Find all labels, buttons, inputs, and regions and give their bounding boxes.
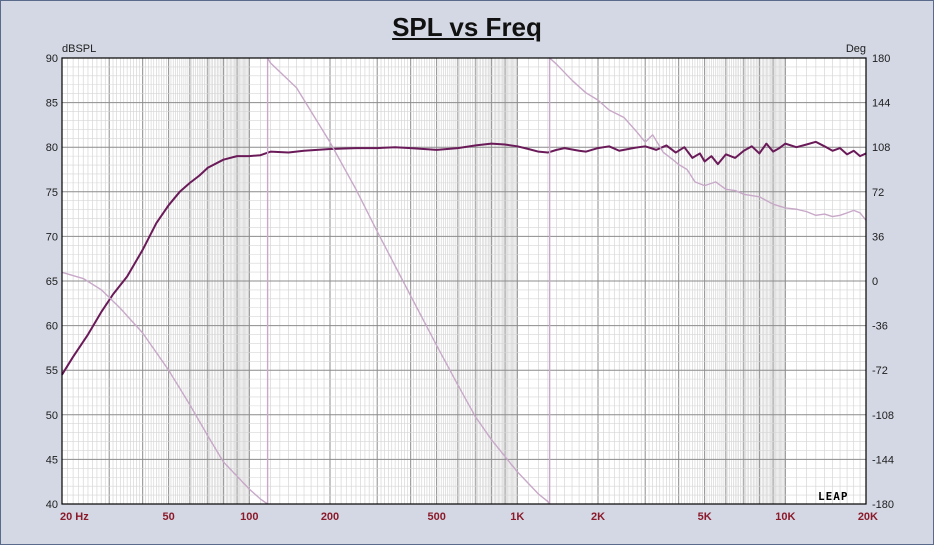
y-right-tick-label: -108 bbox=[872, 410, 894, 422]
y-left-tick-label: 90 bbox=[46, 53, 58, 65]
y-left-tick-label: 45 bbox=[46, 454, 58, 466]
y-left-tick-label: 65 bbox=[46, 276, 58, 288]
y-right-tick-label: 180 bbox=[872, 53, 890, 65]
grid bbox=[62, 57, 866, 505]
x-tick-label: 20K bbox=[858, 511, 878, 523]
y-right-tick-label: 0 bbox=[872, 276, 878, 288]
y-axis-left-label: dBSPL bbox=[62, 43, 96, 55]
x-tick-label: 100 bbox=[240, 511, 258, 523]
y-right-tick-label: -180 bbox=[872, 499, 894, 511]
x-tick-label: 2K bbox=[591, 511, 605, 523]
y-axis-right-ticks: -180 -144 -108 -72 -36 0 36 72 108 144 180 bbox=[872, 53, 894, 511]
x-tick-label: 50 bbox=[163, 511, 175, 523]
y-axis-left-ticks: 40 45 50 55 60 65 70 75 80 85 90 bbox=[46, 53, 58, 511]
y-left-tick-label: 60 bbox=[46, 321, 58, 333]
y-left-tick-label: 80 bbox=[46, 142, 58, 154]
y-right-tick-label: -144 bbox=[872, 454, 894, 466]
y-right-tick-label: -36 bbox=[872, 321, 888, 333]
x-tick-label: 1K bbox=[510, 511, 524, 523]
x-axis-ticks: 20 Hz 50 100 200 500 1K 2K 5K 10K 20K bbox=[60, 511, 878, 523]
y-right-tick-label: 36 bbox=[872, 231, 884, 243]
y-left-tick-label: 55 bbox=[46, 365, 58, 377]
y-left-tick-label: 85 bbox=[46, 98, 58, 110]
leap-logo: LEAP bbox=[818, 490, 849, 503]
x-tick-label: 200 bbox=[321, 511, 339, 523]
y-left-tick-label: 50 bbox=[46, 410, 58, 422]
y-right-tick-label: 108 bbox=[872, 142, 890, 154]
x-tick-label: 10K bbox=[775, 511, 795, 523]
chart-title: SPL vs Freq bbox=[392, 12, 542, 42]
x-tick-label: 20 Hz bbox=[60, 511, 89, 523]
y-left-tick-label: 75 bbox=[46, 187, 58, 199]
y-left-tick-label: 70 bbox=[46, 231, 58, 243]
spl-series-line bbox=[61, 140, 867, 376]
y-axis-right-label: Deg bbox=[846, 43, 866, 55]
y-right-tick-label: -72 bbox=[872, 365, 888, 377]
x-tick-label: 5K bbox=[698, 511, 712, 523]
y-right-tick-label: 72 bbox=[872, 187, 884, 199]
phase-series-line bbox=[61, 57, 867, 505]
x-tick-label: 500 bbox=[427, 511, 445, 523]
series-group bbox=[61, 57, 867, 505]
y-right-tick-label: 144 bbox=[872, 98, 890, 110]
y-left-tick-label: 40 bbox=[46, 499, 58, 511]
plot-border bbox=[61, 57, 867, 505]
